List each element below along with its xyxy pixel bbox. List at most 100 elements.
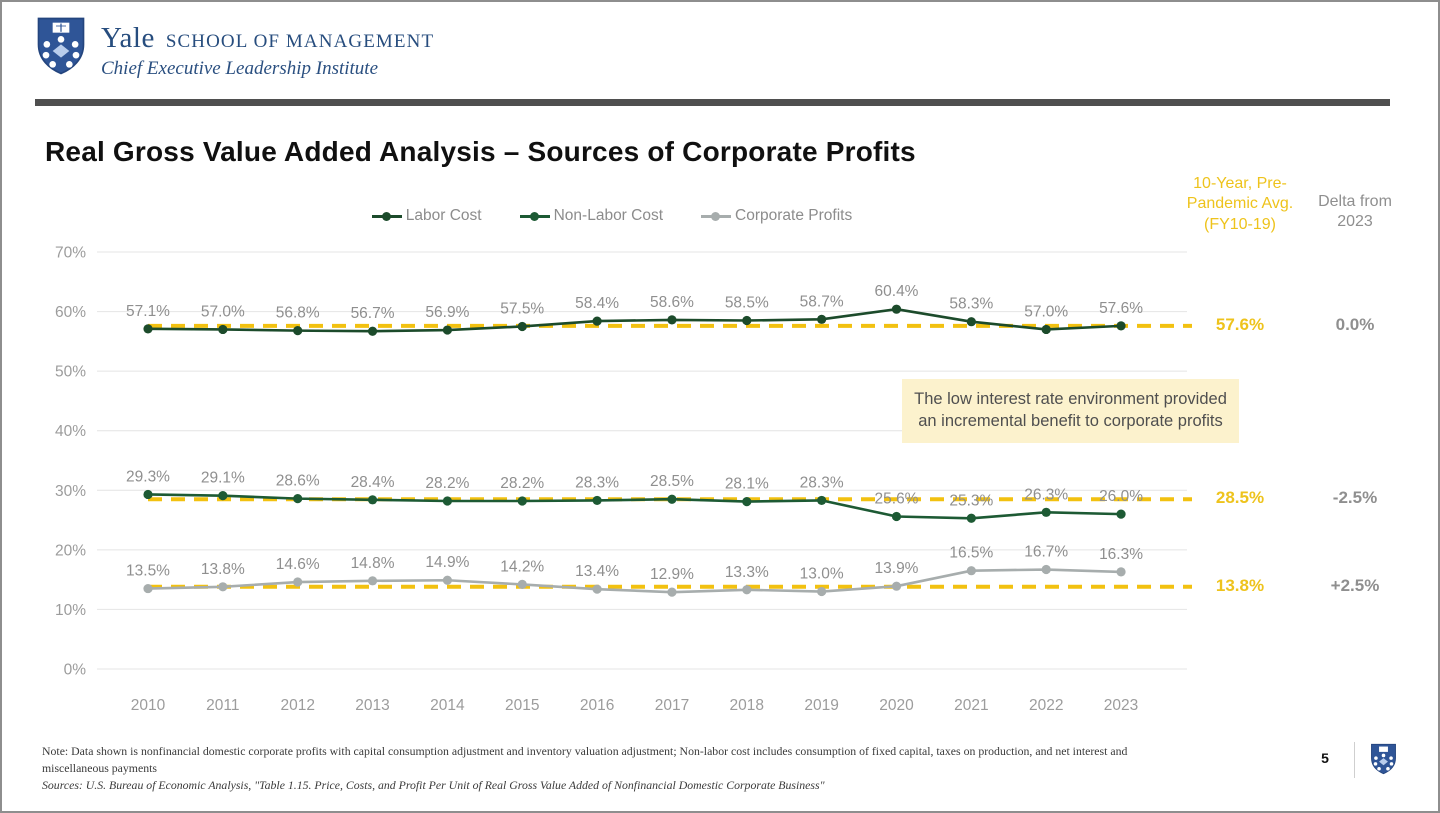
series-line-non-labor-cost — [147, 493, 1122, 520]
delta-value-corporate: +2.5% — [1330, 576, 1380, 595]
data-point — [592, 495, 602, 506]
avg-value-non-labor: 28.5% — [1215, 488, 1265, 507]
data-label: 58.4% — [575, 295, 619, 312]
data-point — [1041, 507, 1051, 517]
y-tick-label: 20% — [55, 542, 86, 559]
data-point — [667, 315, 677, 325]
data-label: 16.7% — [1024, 544, 1068, 561]
page-number: 5 — [1321, 750, 1329, 766]
brand-school: SCHOOL OF MANAGEMENT — [165, 31, 435, 52]
legend-marker-icon — [701, 211, 732, 221]
data-label: 60.4% — [875, 283, 919, 300]
series-line-labor-cost — [147, 307, 1122, 333]
data-point — [517, 579, 527, 590]
data-point — [143, 324, 153, 334]
y-tick-label: 70% — [55, 245, 86, 262]
data-point — [891, 304, 902, 314]
data-point — [218, 582, 228, 592]
data-point — [966, 566, 976, 576]
data-label: 28.6% — [276, 473, 320, 490]
x-tick-label: 2013 — [355, 697, 389, 714]
data-label: 13.4% — [575, 563, 619, 580]
yale-shield-icon — [1371, 743, 1396, 775]
data-label: 13.0% — [800, 566, 844, 583]
data-point — [442, 496, 452, 506]
legend-marker-icon — [371, 211, 402, 221]
data-label: 28.2% — [425, 475, 469, 492]
x-tick-label: 2020 — [879, 697, 914, 714]
data-label: 28.2% — [500, 475, 544, 492]
y-tick-label: 0% — [64, 662, 87, 679]
x-tick-label: 2023 — [1104, 697, 1138, 714]
data-point — [1116, 509, 1126, 519]
data-label: 13.8% — [201, 561, 245, 578]
series-line-corporate-profits — [147, 568, 1122, 594]
data-label: 57.6% — [1099, 300, 1143, 317]
data-point — [1041, 564, 1051, 575]
data-point — [293, 577, 303, 587]
data-point — [442, 325, 452, 335]
data-label: 13.5% — [126, 563, 170, 580]
data-point — [817, 314, 827, 324]
x-tick-label: 2018 — [730, 697, 764, 714]
data-label: 58.3% — [949, 296, 993, 313]
brand-wordmark: Yale — [101, 22, 155, 54]
data-point — [742, 497, 752, 507]
data-point — [817, 586, 827, 597]
data-point — [293, 494, 303, 504]
data-point — [1041, 324, 1051, 335]
data-point — [1116, 321, 1126, 331]
data-label: 56.7% — [351, 305, 395, 322]
data-label: 57.5% — [500, 300, 544, 317]
data-point — [218, 491, 228, 501]
delta-column-header: Delta from 2023 — [1318, 193, 1392, 231]
x-tick-label: 2012 — [280, 697, 314, 714]
page-title: Real Gross Value Added Analysis – Source… — [45, 136, 916, 167]
delta-value-labor: 0.0% — [1335, 315, 1375, 334]
footer-divider — [1354, 742, 1355, 778]
data-point — [143, 583, 153, 594]
data-point — [966, 317, 976, 327]
header-divider — [35, 99, 1390, 106]
data-label: 14.2% — [500, 558, 544, 575]
y-tick-label: 40% — [55, 423, 86, 440]
data-point — [517, 321, 527, 332]
data-label: 14.8% — [351, 555, 395, 572]
data-point — [143, 489, 153, 500]
y-tick-label: 50% — [55, 364, 86, 381]
data-label: 28.3% — [575, 474, 619, 491]
data-label: 28.3% — [800, 474, 844, 491]
legend-label: Corporate Profits — [735, 207, 853, 224]
data-label: 25.3% — [949, 492, 993, 509]
legend-label: Non-Labor Cost — [553, 207, 664, 224]
legend-item-corporate-profits: Corporate Profits — [701, 207, 852, 225]
data-point — [218, 324, 228, 335]
data-point — [891, 511, 902, 522]
data-label: 26.3% — [1024, 486, 1068, 503]
y-tick-label: 30% — [55, 483, 86, 500]
y-tick-label: 10% — [55, 602, 86, 619]
legend-item-labor-cost: Labor Cost — [371, 207, 482, 225]
brand-institute: Chief Executive Leadership Institute — [101, 58, 379, 79]
data-point — [1116, 567, 1126, 577]
data-label: 57.0% — [201, 303, 245, 320]
data-point — [367, 495, 378, 505]
data-point — [293, 326, 303, 336]
x-tick-label: 2016 — [580, 697, 614, 714]
avg-value-labor: 57.6% — [1215, 315, 1265, 334]
data-label: 25.6% — [875, 490, 919, 507]
data-point — [891, 581, 902, 591]
data-point — [817, 495, 827, 506]
x-tick-label: 2021 — [954, 697, 988, 714]
data-point — [442, 575, 452, 585]
data-label: 56.9% — [425, 304, 469, 321]
yale-shield-icon — [37, 17, 85, 75]
brand-block: Yale SCHOOL OF MANAGEMENT Chief Executiv… — [101, 22, 434, 80]
legend-item-non-labor-cost: Non-Labor Cost — [519, 207, 664, 225]
data-label: 57.1% — [126, 303, 170, 320]
data-label: 13.3% — [725, 564, 769, 581]
x-tick-label: 2019 — [804, 697, 838, 714]
data-point — [367, 576, 378, 586]
